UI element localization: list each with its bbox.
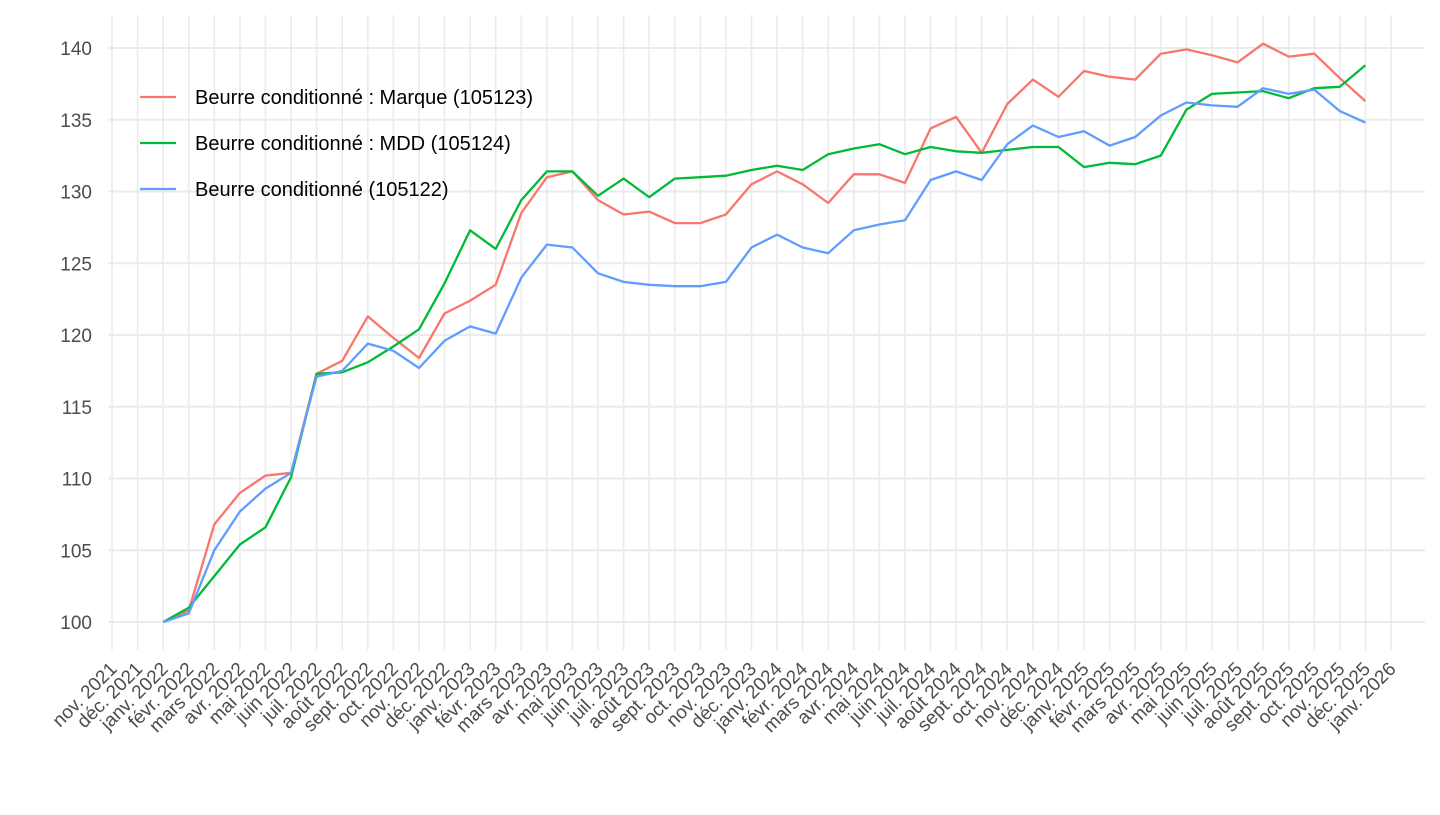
- y-tick-label: 130: [60, 183, 92, 204]
- y-tick-label: 105: [60, 541, 92, 562]
- series-line: [162, 42, 1367, 624]
- y-tick-label: 110: [62, 470, 92, 491]
- y-tick-label: 135: [60, 111, 92, 132]
- series-line: [162, 64, 1367, 624]
- legend-label: Beurre conditionné : MDD (105124): [195, 133, 511, 155]
- legend-label: Beurre conditionné (105122): [195, 179, 449, 201]
- y-tick-label: 125: [60, 254, 92, 275]
- y-tick-label: 120: [60, 326, 92, 347]
- series-line: [162, 87, 1366, 624]
- y-tick-label: 115: [62, 398, 92, 419]
- y-tick-label: 140: [60, 39, 92, 60]
- legend-label: Beurre conditionné : Marque (105123): [195, 87, 533, 109]
- y-tick-label: 100: [60, 613, 92, 634]
